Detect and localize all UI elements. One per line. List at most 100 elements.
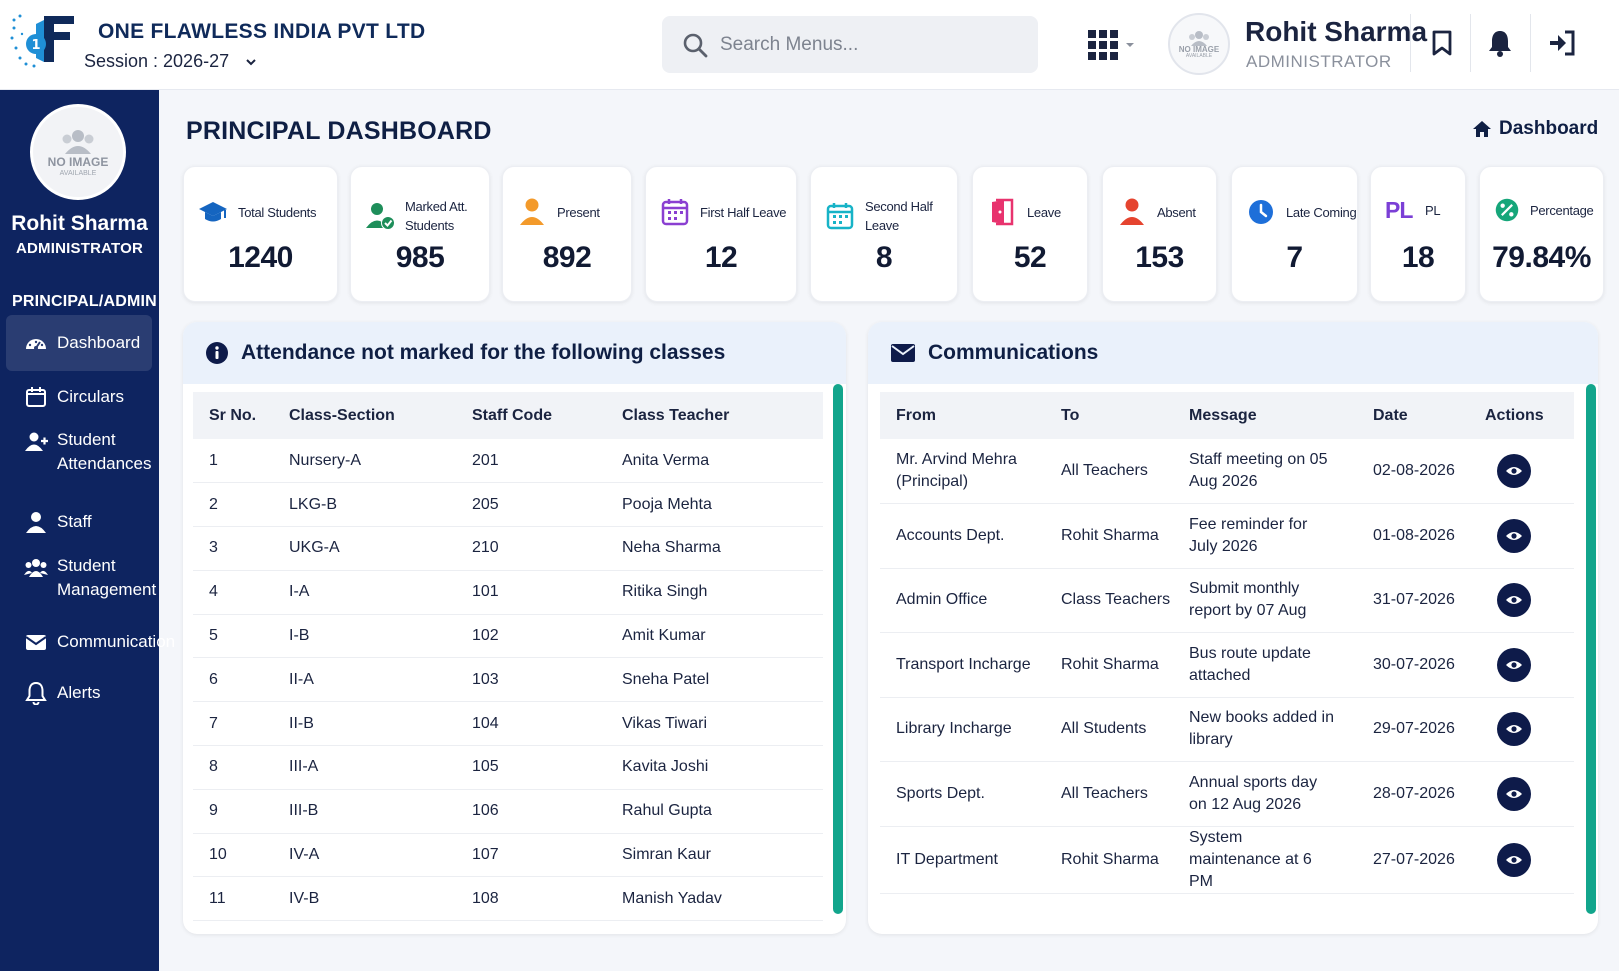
- column-header[interactable]: Date: [1357, 392, 1469, 439]
- cell: Mr. Arvind Mehra (Principal): [880, 439, 1045, 504]
- table-row[interactable]: 3 UKG-A 210 Neha Sharma: [193, 526, 823, 571]
- stat-card-leave[interactable]: Leave 52: [972, 166, 1088, 302]
- column-header[interactable]: Class-Section: [273, 392, 456, 439]
- page-title: PRINCIPAL DASHBOARD: [186, 117, 492, 145]
- table-row[interactable]: 10 IV-A 107 Simran Kaur: [193, 833, 823, 878]
- actions-cell: [1469, 503, 1574, 569]
- view-button[interactable]: [1497, 776, 1531, 811]
- view-button[interactable]: [1497, 454, 1531, 488]
- stat-card-marked-att-students[interactable]: Marked Att. Students 985: [350, 166, 490, 302]
- column-header[interactable]: From: [880, 392, 1045, 439]
- sidebar-item-staff[interactable]: Staff: [6, 502, 152, 542]
- view-button[interactable]: [1497, 842, 1531, 877]
- attendance-panel: Attendance not marked for the following …: [183, 322, 846, 934]
- sidebar-item-alerts[interactable]: Alerts: [6, 673, 152, 713]
- top-bar: 1 ONE FLAWLESS INDIA PVT LTD Session : 2…: [0, 0, 1619, 90]
- stat-value: 8: [875, 241, 893, 274]
- view-button[interactable]: [1497, 518, 1531, 553]
- bell-icon: [1489, 31, 1511, 57]
- stat-value: 1240: [228, 241, 293, 274]
- column-header[interactable]: To: [1045, 392, 1173, 439]
- cell: Kavita Joshi: [606, 745, 823, 790]
- table-row[interactable]: 4 I-A 101 Ritika Singh: [193, 570, 823, 615]
- table-row[interactable]: Library Incharge All Students New books ad…: [880, 697, 1574, 762]
- column-header[interactable]: Message: [1173, 392, 1357, 439]
- cell: Class Teachers: [1045, 568, 1173, 633]
- stat-value: 18: [1401, 241, 1435, 274]
- stat-label: Present: [557, 204, 600, 220]
- stat-card-present[interactable]: Present 892: [502, 166, 632, 302]
- table-row[interactable]: IT Department Rohit Sharma System maintena…: [880, 826, 1574, 894]
- table-row[interactable]: Admin Office Class Teachers Submit monthly…: [880, 568, 1574, 633]
- cell: 102: [456, 614, 606, 659]
- table-row[interactable]: Accounts Dept. Rohit Sharma Fee reminder f…: [880, 503, 1574, 569]
- avatar[interactable]: NO IMAGE AVAILABLE: [1168, 13, 1230, 75]
- scrollbar[interactable]: [833, 384, 843, 914]
- view-button[interactable]: [1497, 583, 1531, 618]
- cell: I-A: [273, 570, 456, 615]
- sidebar-item-student-attendances[interactable]: Student Attendances: [6, 428, 152, 484]
- table-row[interactable]: 9 III-B 106 Rahul Gupta: [193, 789, 823, 834]
- stat-card-absent[interactable]: Absent 153: [1102, 166, 1217, 302]
- apps-menu-button[interactable]: [1088, 28, 1140, 62]
- table-row[interactable]: 5 I-B 102 Amit Kumar: [193, 614, 823, 659]
- column-header[interactable]: Staff Code: [456, 392, 606, 439]
- actions-cell: [1469, 568, 1574, 633]
- stat-card-percentage[interactable]: Percentage 79.84%: [1479, 166, 1604, 302]
- cell: Rohit Sharma: [1045, 826, 1173, 894]
- cell: Library Incharge: [880, 697, 1045, 762]
- user-group-icon: [1189, 30, 1209, 46]
- scrollbar[interactable]: [1586, 384, 1596, 914]
- cell: 3: [193, 526, 273, 571]
- percent-icon: [1495, 198, 1519, 222]
- cell: 27-07-2026: [1357, 826, 1469, 894]
- stat-card-pl[interactable]: PL PL 18: [1370, 166, 1466, 302]
- column-header[interactable]: Sr No.: [193, 392, 273, 439]
- breadcrumb[interactable]: Dashboard: [1472, 118, 1598, 140]
- table-row[interactable]: Sports Dept. All Teachers Annual sports da…: [880, 761, 1574, 827]
- table-row[interactable]: 11 IV-B 108 Manish Yadav: [193, 876, 823, 922]
- view-button[interactable]: [1497, 647, 1531, 682]
- session-selector[interactable]: Session : 2026-27: [84, 51, 257, 72]
- table-row[interactable]: 6 II-A 103 Sneha Patel: [193, 657, 823, 703]
- table-row[interactable]: 7 II-B 104 Vikas Tiwari: [193, 701, 823, 747]
- sidebar-item-communication[interactable]: Communication: [6, 622, 175, 662]
- bookmark-button[interactable]: [1426, 27, 1458, 59]
- cell: 2: [193, 482, 273, 528]
- logout-button[interactable]: [1546, 27, 1578, 59]
- table-row[interactable]: 2 LKG-B 205 Pooja Mehta: [193, 482, 823, 528]
- cell: 8: [193, 745, 273, 790]
- view-button[interactable]: [1497, 712, 1531, 747]
- cell: 108: [456, 876, 606, 922]
- search-input[interactable]: [720, 33, 1020, 56]
- avatar-placeholder-text: NO IMAGE: [1178, 44, 1220, 54]
- column-header[interactable]: Actions: [1469, 392, 1574, 439]
- table-row[interactable]: 1 Nursery-A 201 Anita Verma: [193, 439, 823, 484]
- sidebar-item-label: Dashboard: [57, 333, 141, 352]
- stat-card-total-students[interactable]: Total Students 1240: [183, 166, 338, 302]
- company-logo[interactable]: 1: [10, 12, 80, 70]
- cell: All Teachers: [1045, 761, 1173, 827]
- cell: 01-08-2026: [1357, 503, 1469, 569]
- panel-title: Communications: [928, 341, 1099, 364]
- sidebar-item-student-management[interactable]: Student Management: [6, 554, 156, 610]
- sidebar-item-dashboard[interactable]: Dashboard: [6, 315, 152, 371]
- stat-card-first-half-leave[interactable]: First Half Leave 12: [645, 166, 797, 302]
- sidebar-item-circulars[interactable]: Circulars: [6, 377, 152, 417]
- table-row[interactable]: Transport Incharge Rohit Sharma Bus route …: [880, 632, 1574, 698]
- table-row[interactable]: 8 III-A 105 Kavita Joshi: [193, 745, 823, 790]
- cell: Pooja Mehta: [606, 482, 823, 528]
- notifications-button[interactable]: [1484, 27, 1516, 59]
- stat-card-second-half-leave[interactable]: Second Half Leave 8: [810, 166, 958, 302]
- stat-label: Total Students: [238, 204, 317, 220]
- stat-card-late-coming[interactable]: Late Coming 7: [1231, 166, 1358, 302]
- cell: III-B: [273, 789, 456, 834]
- column-header[interactable]: Class Teacher: [606, 392, 823, 439]
- cell: System maintenance at 6 PM: [1173, 826, 1357, 894]
- sidebar-avatar[interactable]: NO IMAGE AVAILABLE: [30, 104, 126, 200]
- users-icon: [24, 559, 48, 577]
- table-row[interactable]: Mr. Arvind Mehra (Principal) All Teachers…: [880, 439, 1574, 504]
- graduation-cap-icon: [199, 202, 227, 222]
- eye-icon: [1506, 725, 1522, 734]
- search-bar[interactable]: [662, 16, 1038, 73]
